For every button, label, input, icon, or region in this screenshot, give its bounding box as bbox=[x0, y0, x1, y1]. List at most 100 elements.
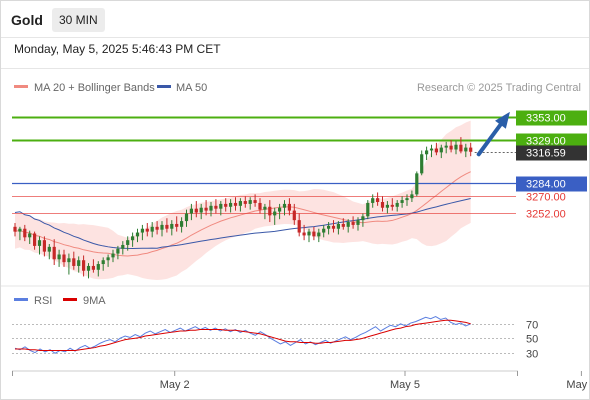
candle-body bbox=[126, 240, 130, 245]
rsi-panel: 70 50 30 bbox=[12, 316, 538, 361]
candle-body bbox=[258, 202, 262, 210]
x-tick-label: May 6 bbox=[566, 379, 589, 391]
candle-body bbox=[33, 233, 37, 246]
candle-body bbox=[469, 147, 473, 152]
candle-body bbox=[96, 264, 100, 270]
key-levels bbox=[12, 116, 516, 214]
rsi-legend-label: RSI bbox=[34, 295, 52, 307]
chart-datetime: Monday, May 5, 2025 5:46:43 PM CET bbox=[14, 42, 221, 56]
candle-body bbox=[52, 246, 56, 260]
candle-body bbox=[248, 200, 252, 204]
candle-body bbox=[165, 224, 169, 229]
candle-body bbox=[287, 203, 291, 211]
candle-body bbox=[459, 144, 463, 152]
candle-body bbox=[82, 260, 86, 271]
candle-body bbox=[199, 207, 203, 213]
candle-body bbox=[410, 194, 414, 199]
candle-body bbox=[135, 232, 140, 237]
candle-body bbox=[380, 202, 385, 208]
rsi-level-label: 70 bbox=[526, 320, 538, 332]
watermark: Research © 2025 Trading Central bbox=[417, 82, 581, 94]
candle-body bbox=[341, 223, 345, 227]
candle-body bbox=[170, 223, 174, 229]
candle-body bbox=[23, 228, 27, 238]
candle-body bbox=[302, 232, 306, 236]
resistance-tag-label: 3353.00 bbox=[526, 113, 566, 125]
candle-body bbox=[356, 220, 360, 225]
bollinger-band-area bbox=[15, 120, 471, 280]
candle-body bbox=[243, 201, 247, 204]
rsi-ma9-line bbox=[15, 319, 471, 351]
pivot-tag bbox=[516, 176, 587, 192]
x-axis-labels: May 2 May 5 May 6 bbox=[12, 371, 589, 391]
candle-body bbox=[121, 244, 125, 249]
candle-body bbox=[184, 213, 189, 222]
candle-body bbox=[101, 260, 105, 265]
rsi-level-label: 50 bbox=[526, 334, 538, 346]
candle-body bbox=[131, 236, 135, 241]
rsi-level-label: 30 bbox=[526, 349, 538, 361]
rsi-legend-swatch bbox=[14, 298, 28, 301]
candle-body bbox=[189, 208, 193, 214]
moving-averages bbox=[14, 171, 471, 257]
candle-body bbox=[439, 147, 443, 153]
candle-body bbox=[224, 203, 228, 207]
candle-body bbox=[420, 154, 424, 174]
candle-body bbox=[297, 220, 301, 233]
trend-arrow-head bbox=[495, 111, 510, 129]
candle-body bbox=[307, 231, 311, 236]
trend-arrow bbox=[476, 111, 510, 157]
ma9-legend-swatch bbox=[63, 298, 77, 301]
support-tag-label: 3270.00 bbox=[526, 192, 566, 204]
candle-body bbox=[214, 205, 218, 209]
candle-body bbox=[28, 233, 32, 238]
last-price-tag-label: 3316.59 bbox=[526, 148, 566, 160]
candle-body bbox=[155, 226, 159, 230]
candle-body bbox=[415, 173, 419, 195]
candle-body bbox=[86, 265, 91, 271]
candle-body bbox=[454, 144, 458, 150]
candle-body bbox=[376, 198, 380, 202]
bollinger-band bbox=[15, 120, 471, 280]
candle-body bbox=[336, 223, 340, 229]
rsi-line bbox=[14, 316, 471, 354]
candle-body bbox=[233, 202, 238, 206]
candle-body bbox=[72, 258, 76, 266]
candle-body bbox=[434, 148, 438, 153]
timeframe-badge[interactable]: 30 MIN bbox=[52, 8, 105, 32]
header-divider bbox=[1, 37, 589, 38]
candle-body bbox=[282, 203, 287, 208]
candle-body bbox=[395, 202, 399, 207]
candle-body bbox=[18, 228, 22, 232]
candle-body bbox=[317, 232, 321, 237]
candle-body bbox=[351, 222, 355, 225]
symbol-title: Gold bbox=[11, 12, 43, 28]
candle-body bbox=[229, 202, 233, 207]
candle-body bbox=[37, 240, 42, 246]
candle-body bbox=[278, 207, 282, 212]
candle-body bbox=[204, 207, 208, 211]
candle-body bbox=[312, 231, 316, 237]
candle-body bbox=[371, 198, 375, 203]
candle-body bbox=[209, 205, 213, 211]
resistance-tag-label: 3329.00 bbox=[526, 136, 566, 148]
candle-body bbox=[57, 254, 61, 260]
candle-body bbox=[361, 216, 365, 221]
candle-body bbox=[464, 147, 468, 152]
ma9-legend-label: 9MA bbox=[83, 295, 106, 307]
resistance-tag bbox=[516, 133, 587, 149]
candle-body bbox=[47, 246, 51, 252]
candle-body bbox=[140, 228, 144, 233]
candle-body bbox=[292, 210, 296, 221]
candle-body bbox=[145, 228, 149, 232]
support-tag-label: 3252.00 bbox=[526, 209, 566, 221]
candle-body bbox=[327, 225, 331, 229]
ma50-legend-swatch bbox=[157, 85, 171, 88]
candle-body bbox=[116, 248, 120, 254]
candle-body bbox=[106, 257, 110, 261]
candles bbox=[13, 137, 473, 279]
candle-body bbox=[346, 222, 350, 227]
candle-body bbox=[77, 260, 81, 266]
